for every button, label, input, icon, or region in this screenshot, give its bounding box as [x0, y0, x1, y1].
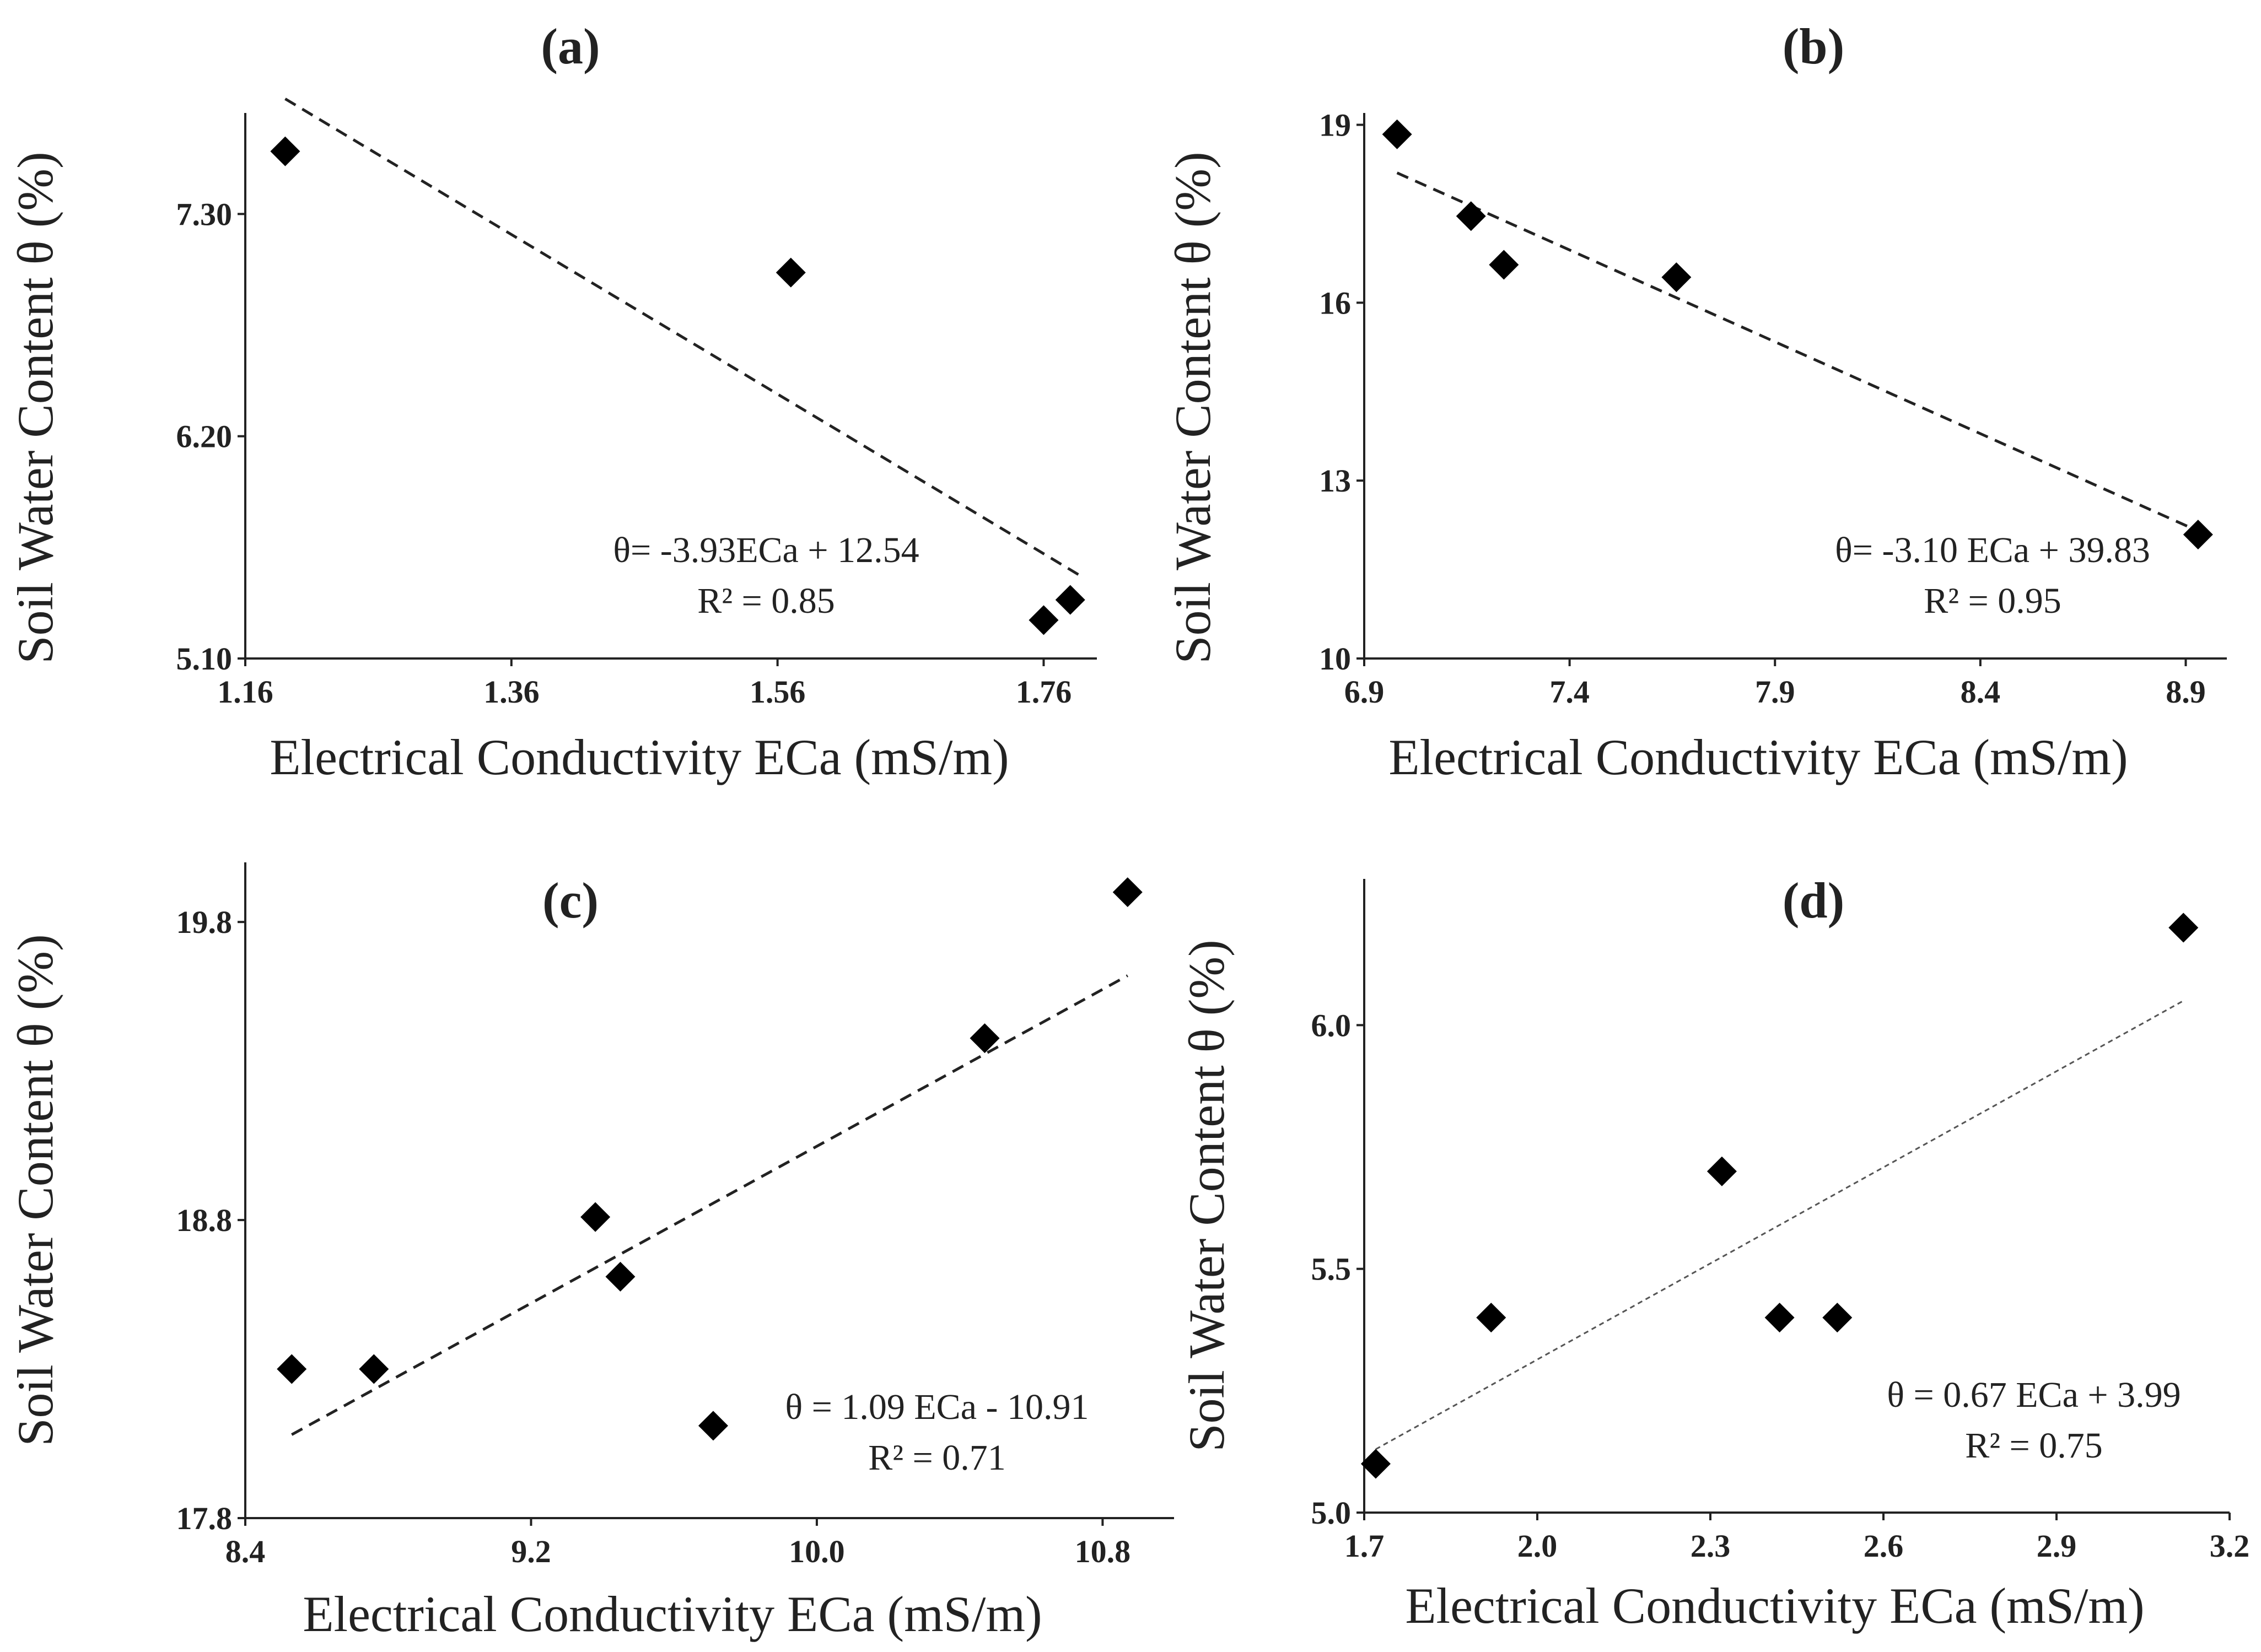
y-axis-label: Soil Water Content θ (%) [7, 152, 63, 663]
x-tick-label: 3.2 [2210, 1528, 2250, 1564]
x-tick-label: 7.9 [1755, 674, 1795, 710]
panel-label: (c) [542, 872, 599, 928]
data-point [776, 257, 806, 288]
trendline [291, 974, 1128, 1436]
x-axis-label: Electrical Conductivity ECa (mS/m) [270, 729, 1009, 785]
x-axis-label: Electrical Conductivity ECa (mS/m) [1405, 1578, 2144, 1634]
x-tick-label: 2.9 [2037, 1528, 2077, 1564]
x-tick-label: 2.6 [1864, 1528, 1904, 1564]
panel-c: 8.4 9.2 10.0 10.8 17.8 18.8 19.8 (c) θ = 1.09 EC… [7, 862, 1174, 1642]
y-tick-label: 5.0 [1311, 1495, 1352, 1531]
regression-equation: θ= -3.10 ECa + 39.83 [1835, 530, 2150, 570]
trendline [1396, 171, 2199, 532]
data-point [698, 1411, 728, 1441]
x-tick-label: 8.9 [2166, 674, 2206, 710]
x-tick-label: 1.7 [1344, 1528, 1385, 1564]
regression-equation: θ = 0.67 ECa + 3.99 [1887, 1375, 2181, 1415]
panel-a: 1.16 1.36 1.56 1.76 5.10 6.20 7.30 (a) θ= -3.93E… [7, 18, 1097, 785]
x-tick-label: 8.4 [225, 1534, 266, 1569]
trendline [284, 98, 1085, 579]
r-squared: R² = 0.75 [1965, 1426, 2103, 1466]
x-tick-label: 1.36 [483, 674, 540, 710]
r-squared: R² = 0.71 [868, 1438, 1006, 1478]
y-tick-label: 5.10 [176, 641, 233, 677]
x-tick-label: 2.0 [1517, 1528, 1558, 1564]
panel-b: 6.9 7.4 7.9 8.4 8.9 10 13 16 19 (b) θ= -3.10 ECa +… [1165, 18, 2227, 785]
y-tick-label: 7.30 [176, 196, 233, 232]
panel-label: (b) [1783, 18, 1844, 74]
data-point [1360, 1449, 1391, 1479]
x-tick-label: 8.4 [1961, 674, 2001, 710]
data-point [1706, 1156, 1737, 1186]
data-point [970, 1023, 1000, 1054]
data-point [359, 1354, 389, 1384]
x-tick-label: 9.2 [511, 1534, 551, 1569]
data-point [277, 1354, 307, 1384]
y-axis-label: Soil Water Content θ (%) [7, 934, 63, 1446]
data-point [1476, 1303, 1506, 1333]
x-tick-label: 10.8 [1075, 1534, 1131, 1569]
r-squared: R² = 0.95 [1924, 581, 2061, 621]
y-tick-label: 5.5 [1311, 1251, 1352, 1287]
x-tick-label: 7.4 [1549, 674, 1590, 710]
trendline [1375, 1000, 2184, 1450]
x-tick-label: 6.9 [1344, 674, 1385, 710]
y-axis-label: Soil Water Content θ (%) [1165, 152, 1221, 663]
x-axis-label: Electrical Conductivity ECa (mS/m) [303, 1586, 1042, 1642]
y-tick-label: 19 [1319, 107, 1351, 143]
panel-label: (a) [541, 18, 600, 74]
r-squared: R² = 0.85 [697, 581, 835, 621]
x-tick-label: 1.76 [1016, 674, 1072, 710]
y-tick-label: 16 [1319, 285, 1351, 321]
y-tick-label: 10 [1319, 641, 1351, 677]
data-point [1112, 877, 1143, 908]
data-point [1382, 119, 1412, 149]
y-tick-label: 13 [1319, 463, 1351, 499]
x-axis-label: Electrical Conductivity ECa (mS/m) [1388, 729, 2128, 785]
data-point [1489, 250, 1519, 280]
panel-d: 1.7 2.0 2.3 2.6 2.9 3.2 5.0 5.5 6.0 (d) θ = 0.67 E… [1178, 872, 2249, 1634]
y-tick-label: 19.8 [176, 904, 233, 940]
y-tick-label: 6.0 [1311, 1007, 1352, 1043]
data-point [1764, 1303, 1795, 1333]
data-point [1661, 262, 1692, 293]
data-point [1822, 1303, 1853, 1333]
x-tick-label: 10.0 [789, 1534, 845, 1569]
panel-label: (d) [1783, 872, 1844, 928]
x-tick-label: 1.56 [750, 674, 806, 710]
data-point [2168, 913, 2199, 943]
y-tick-label: 17.8 [176, 1500, 233, 1536]
x-tick-label: 1.16 [217, 674, 273, 710]
y-axis-label: Soil Water Content θ (%) [1178, 940, 1235, 1451]
data-point [1055, 585, 1085, 615]
data-point [580, 1202, 611, 1232]
regression-equation: θ = 1.09 ECa - 10.91 [785, 1387, 1089, 1427]
data-point [1456, 201, 1486, 231]
y-tick-label: 18.8 [176, 1202, 233, 1238]
regression-equation: θ= -3.93ECa + 12.54 [613, 530, 919, 570]
data-point [2183, 520, 2213, 550]
data-point [1029, 605, 1059, 635]
x-tick-label: 2.3 [1691, 1528, 1731, 1564]
y-tick-label: 6.20 [176, 419, 233, 455]
data-point [270, 136, 300, 166]
data-point [605, 1261, 636, 1292]
